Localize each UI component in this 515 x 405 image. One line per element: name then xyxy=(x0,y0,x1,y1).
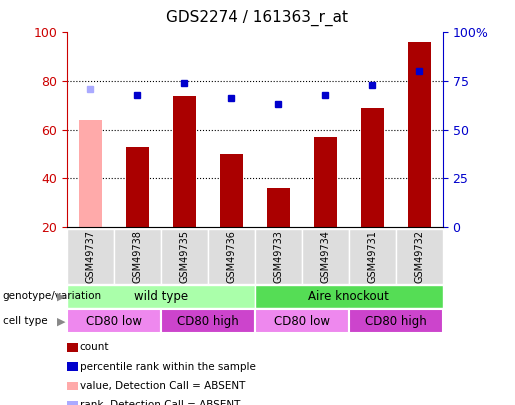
Text: GSM49738: GSM49738 xyxy=(132,230,143,283)
Text: CD80 high: CD80 high xyxy=(177,315,239,328)
Text: GSM49733: GSM49733 xyxy=(273,230,283,283)
Text: genotype/variation: genotype/variation xyxy=(3,292,101,301)
Bar xyxy=(126,147,149,227)
Text: count: count xyxy=(80,342,109,352)
Text: Aire knockout: Aire knockout xyxy=(308,290,389,303)
Text: GSM49731: GSM49731 xyxy=(367,230,377,283)
Text: GDS2274 / 161363_r_at: GDS2274 / 161363_r_at xyxy=(166,10,349,26)
Text: cell type: cell type xyxy=(3,316,47,326)
Text: ▶: ▶ xyxy=(57,292,65,301)
Text: CD80 low: CD80 low xyxy=(274,315,330,328)
Bar xyxy=(79,120,102,227)
Bar xyxy=(173,96,196,227)
Text: CD80 high: CD80 high xyxy=(365,315,427,328)
Text: CD80 low: CD80 low xyxy=(86,315,142,328)
Text: value, Detection Call = ABSENT: value, Detection Call = ABSENT xyxy=(80,381,245,391)
Bar xyxy=(267,188,290,227)
Text: GSM49737: GSM49737 xyxy=(85,230,95,283)
Text: GSM49732: GSM49732 xyxy=(415,230,424,283)
Text: GSM49734: GSM49734 xyxy=(320,230,331,283)
Text: percentile rank within the sample: percentile rank within the sample xyxy=(80,362,256,371)
Bar xyxy=(314,137,337,227)
Text: ▶: ▶ xyxy=(57,316,65,326)
Text: wild type: wild type xyxy=(134,290,188,303)
Text: GSM49735: GSM49735 xyxy=(179,230,190,283)
Bar xyxy=(360,108,384,227)
Bar xyxy=(408,42,431,227)
Bar xyxy=(220,154,243,227)
Text: rank, Detection Call = ABSENT: rank, Detection Call = ABSENT xyxy=(80,401,240,405)
Text: GSM49736: GSM49736 xyxy=(227,230,236,283)
